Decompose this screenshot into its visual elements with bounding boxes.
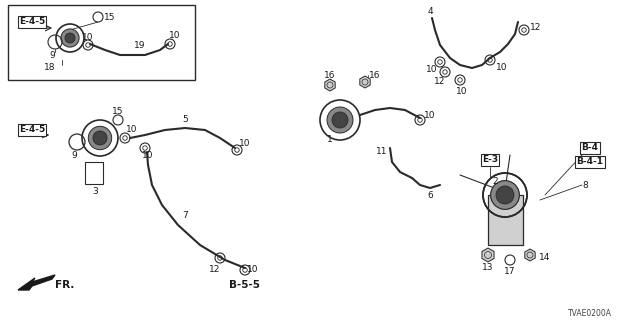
Bar [488,195,523,245]
Circle shape [491,181,519,209]
Text: 16: 16 [369,70,381,79]
Text: 2: 2 [492,178,498,187]
Text: E-4-5: E-4-5 [19,125,45,134]
Text: 10: 10 [142,150,154,159]
Text: FR.: FR. [55,280,75,290]
Text: 13: 13 [483,263,493,273]
Text: 19: 19 [134,41,146,50]
Text: 6: 6 [427,190,433,199]
Text: 10: 10 [169,30,180,39]
Polygon shape [325,79,335,91]
Circle shape [491,181,519,209]
Text: 10: 10 [426,66,438,75]
Text: E-3: E-3 [482,156,498,164]
Text: B-4: B-4 [582,143,598,153]
Circle shape [65,33,75,43]
Text: 15: 15 [104,12,116,21]
Text: 11: 11 [376,148,388,156]
Circle shape [61,29,79,47]
Text: 17: 17 [504,268,516,276]
Text: 10: 10 [424,110,436,119]
Circle shape [113,115,123,125]
Text: 10: 10 [247,266,259,275]
Text: 10: 10 [126,125,138,134]
Text: 14: 14 [540,253,550,262]
Text: 3: 3 [92,188,98,196]
Text: 10: 10 [456,87,468,97]
Circle shape [496,186,514,204]
Text: B-5-5: B-5-5 [230,280,260,290]
Text: 7: 7 [182,211,188,220]
Text: 12: 12 [435,77,445,86]
Circle shape [88,126,112,150]
Text: E-4-5: E-4-5 [19,18,45,27]
Polygon shape [525,249,535,261]
Circle shape [93,12,103,22]
Text: 10: 10 [83,34,93,43]
Bar [8,5,195,80]
Text: 10: 10 [496,63,508,73]
Circle shape [332,112,348,128]
Text: 1: 1 [327,135,333,145]
Text: 16: 16 [324,70,336,79]
Text: 5: 5 [182,116,188,124]
Text: B-4-1: B-4-1 [577,157,604,166]
Circle shape [327,107,353,133]
Text: 9: 9 [71,150,77,159]
Text: 12: 12 [531,23,541,33]
Text: 4: 4 [427,7,433,17]
Text: 9: 9 [49,51,55,60]
Circle shape [505,255,515,265]
Circle shape [93,131,107,145]
Text: 15: 15 [112,108,124,116]
Polygon shape [360,76,370,88]
Text: 8: 8 [582,180,588,189]
Text: 18: 18 [44,63,56,73]
Text: 10: 10 [239,139,251,148]
Circle shape [496,186,514,204]
Polygon shape [18,275,55,290]
Text: 12: 12 [209,266,221,275]
Bar [85,162,103,184]
Text: TVAE0200A: TVAE0200A [568,309,612,318]
Polygon shape [482,248,494,262]
